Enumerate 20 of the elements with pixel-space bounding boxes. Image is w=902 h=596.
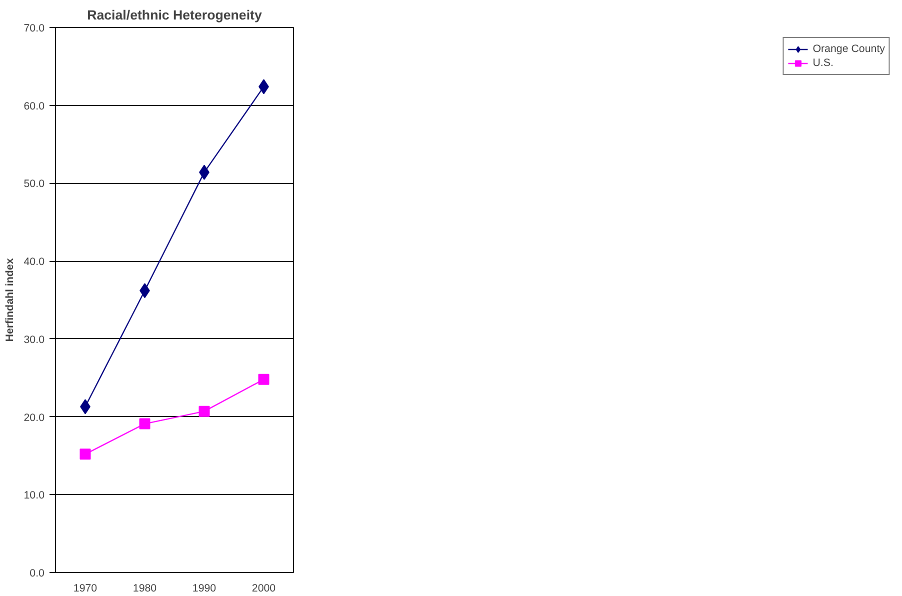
legend-label: Orange County xyxy=(812,42,885,56)
y-tick-label: 70.0 xyxy=(24,22,45,34)
y-tick-label: 10.0 xyxy=(24,490,45,502)
chart-title: Racial/ethnic Heterogeneity xyxy=(87,8,262,22)
point xyxy=(258,374,270,385)
y-tick-label: 40.0 xyxy=(24,256,45,268)
point xyxy=(139,418,150,430)
y-tick-label: 60.0 xyxy=(24,100,45,112)
x-tick-label: 1970 xyxy=(73,582,98,594)
y-axis-title: Herfindahl index xyxy=(4,258,16,342)
x-tick-label: 1990 xyxy=(192,582,216,594)
point xyxy=(198,406,210,417)
y-tick-label: 0.0 xyxy=(30,568,45,580)
legend-label: U.S. xyxy=(812,56,834,70)
y-tick-label: 30.0 xyxy=(24,334,45,346)
y-tick-label: 50.0 xyxy=(24,178,45,190)
point xyxy=(80,448,91,460)
y-tick-label: 20.0 xyxy=(24,412,45,424)
x-tick-label: 1980 xyxy=(132,582,157,594)
x-tick-label: 2000 xyxy=(252,582,276,594)
